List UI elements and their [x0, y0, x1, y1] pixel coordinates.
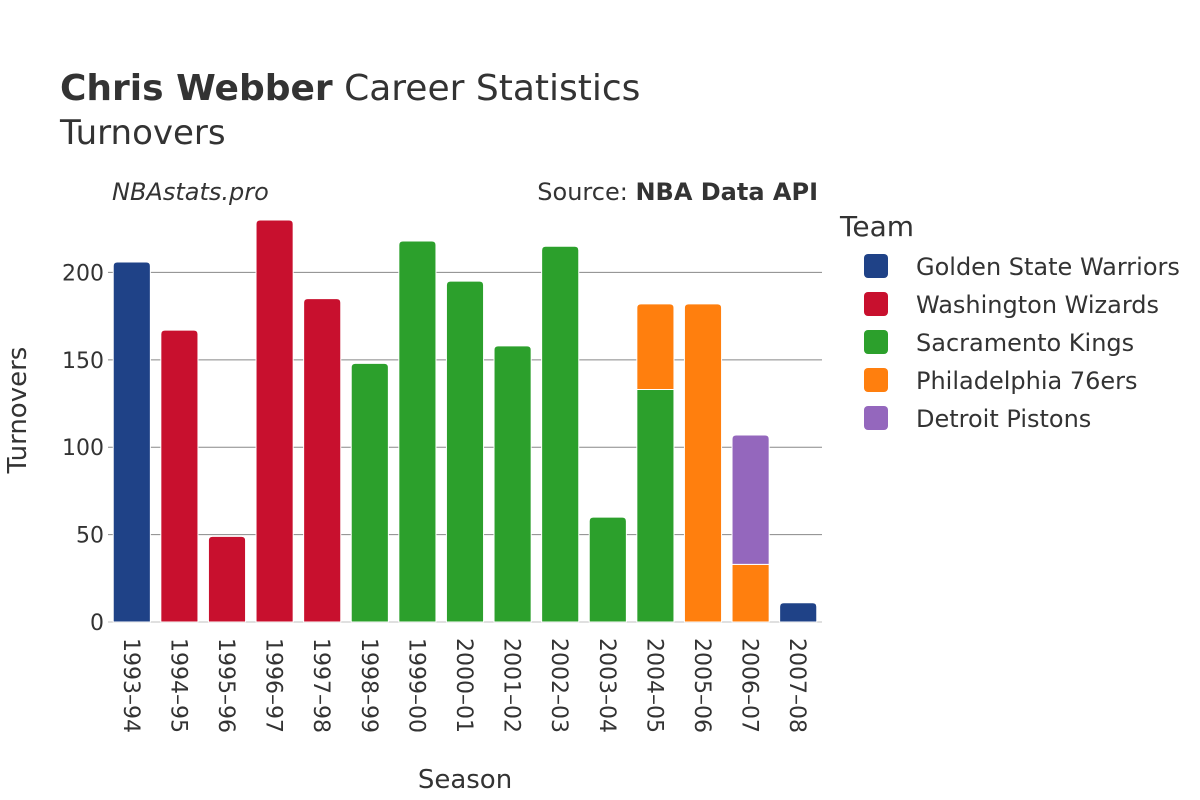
x-tick-label: 2004–05 [641, 638, 666, 733]
x-tick-label: 1996–97 [261, 638, 286, 733]
legend-swatch [864, 292, 888, 316]
x-tick-label: 2005–06 [689, 638, 714, 733]
bar-segment[interactable] [398, 240, 437, 623]
x-tick-labels: 1993–94 1994–95 1995–96 1996–97 1997–98 1998–… [118, 638, 809, 733]
bar-segment[interactable] [683, 303, 723, 623]
bar-segment[interactable] [493, 345, 532, 623]
legend-label: Philadelphia 76ers [916, 367, 1138, 395]
bars [112, 219, 818, 623]
y-axis-title: Turnovers [3, 347, 33, 475]
bar-segment[interactable] [779, 602, 818, 623]
x-tick-label: 2007–08 [784, 638, 809, 733]
bar-segment[interactable] [731, 563, 770, 623]
bar-segment[interactable] [636, 389, 675, 623]
title-rest: Career Statistics [333, 68, 641, 109]
legend-label: Detroit Pistons [916, 405, 1091, 433]
legend: Team Golden State Warriors Washington Wiz… [839, 210, 1180, 433]
legend-title: Team [839, 210, 914, 243]
x-tick-label: 1993–94 [118, 638, 143, 733]
y-tick-label: 50 [76, 524, 104, 549]
chart-subtitle: Turnovers [59, 113, 226, 153]
source-label: Source: NBA Data API [537, 178, 818, 206]
chart-title: Chris Webber Career Statistics [60, 68, 640, 109]
y-tick-labels: 0 50 100 150 200 [62, 261, 104, 636]
x-axis-title: Season [418, 765, 512, 795]
x-tick-label: 2003–04 [594, 638, 619, 733]
bar-segment[interactable] [112, 261, 151, 623]
source-prefix: Source: [537, 178, 635, 206]
x-tick-label: 1994–95 [165, 638, 190, 733]
x-tick-label: 1998–99 [356, 638, 381, 733]
y-tick-label: 100 [62, 436, 104, 461]
source-name: NBA Data API [635, 178, 818, 206]
bar-segment[interactable] [350, 362, 389, 623]
bar-segment[interactable] [160, 329, 199, 623]
x-tick-label: 2002–03 [546, 638, 571, 733]
legend-label: Golden State Warriors [916, 253, 1180, 281]
player-name: Chris Webber [60, 68, 333, 109]
x-tick-label: 1995–96 [213, 638, 238, 733]
y-tick-label: 200 [62, 261, 104, 286]
legend-label: Sacramento Kings [916, 329, 1134, 357]
legend-items: Golden State Warriors Washington Wizards S… [864, 253, 1180, 433]
bar-segment[interactable] [588, 516, 627, 623]
x-tick-label: 1999–00 [403, 638, 428, 733]
bar-segment[interactable] [255, 219, 294, 623]
y-tick-label: 150 [62, 349, 104, 374]
legend-swatch [864, 368, 888, 392]
legend-swatch [864, 330, 888, 354]
y-tick-label: 0 [90, 611, 104, 636]
bar-segment[interactable] [445, 280, 485, 623]
chart-header: Chris Webber Career Statistics Turnovers… [59, 68, 818, 206]
legend-swatch [864, 254, 888, 278]
legend-swatch [864, 406, 888, 430]
x-tick-label: 2006–07 [737, 638, 762, 733]
x-tick-label: 2000–01 [451, 638, 476, 733]
bar-segment[interactable] [731, 434, 770, 565]
legend-label: Washington Wizards [916, 291, 1159, 319]
x-tick-label: 1997–98 [308, 638, 333, 733]
bar-segment[interactable] [541, 245, 580, 623]
bar-segment[interactable] [207, 535, 247, 623]
watermark: NBAstats.pro [112, 178, 269, 206]
bar-segment[interactable] [636, 303, 675, 391]
x-tick-label: 2001–02 [499, 638, 524, 733]
bar-segment[interactable] [303, 298, 342, 623]
